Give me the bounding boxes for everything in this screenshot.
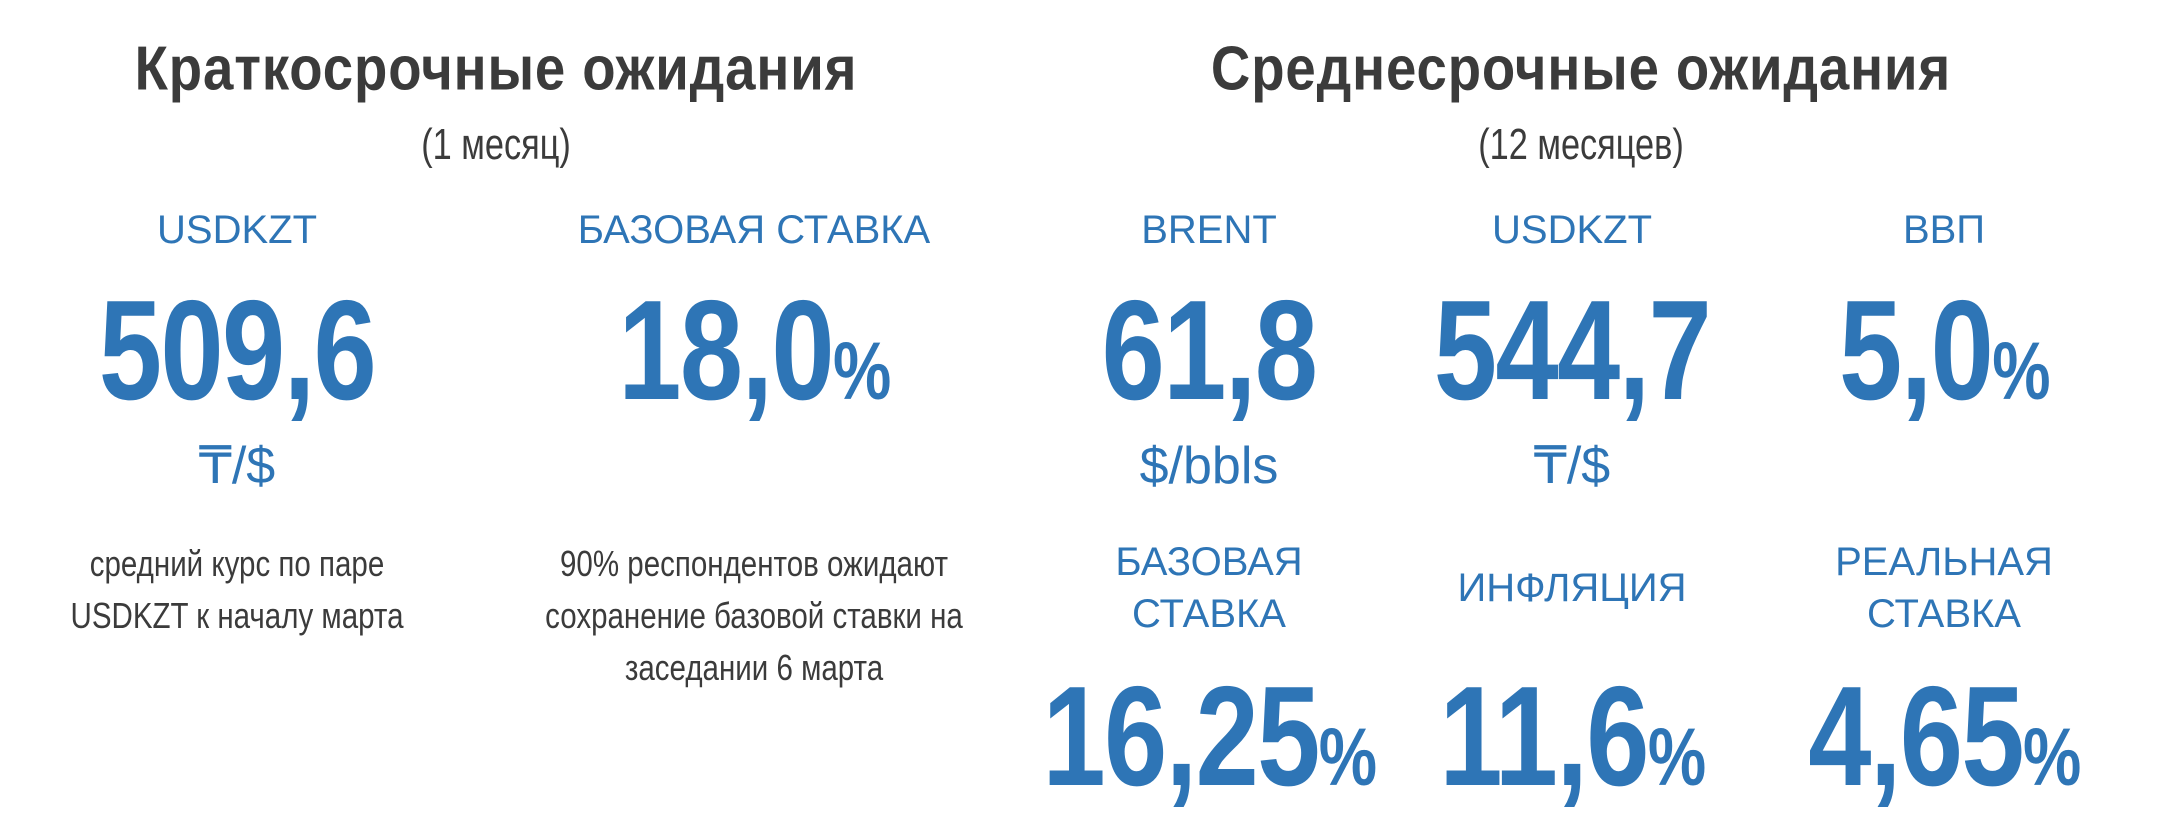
value-suffix: % — [2022, 712, 2081, 803]
section-title: Краткосрочные ожидания — [134, 34, 858, 104]
section-subtitle: (1 месяц) — [421, 120, 571, 169]
value-suffix: % — [1992, 326, 2050, 417]
value-number: 16,25 — [1042, 657, 1320, 816]
item-label: BRENT — [1141, 208, 1277, 252]
note-line: USDKZT к началу марта — [70, 595, 404, 636]
value-suffix: % — [1647, 712, 1706, 803]
item-label: ИНФЛЯЦИЯ — [1457, 566, 1687, 610]
value-suffix: % — [832, 326, 891, 417]
note-line: средний курс по паре — [89, 543, 385, 584]
value-number: 61,8 — [1101, 271, 1318, 430]
item-label: ВВП — [1902, 208, 1986, 252]
item-value: 16,25% — [1042, 655, 1377, 819]
item-label: БАЗОВАЯ СТАВКА — [577, 208, 931, 252]
item-value: 18,0% — [618, 269, 891, 433]
item-note: средний курс по паре USDKZT к началу март… — [70, 538, 403, 642]
item-value: 5,0% — [1839, 269, 2050, 433]
item-value: 11,6% — [1439, 655, 1706, 819]
value-number: 4,65 — [1808, 657, 2024, 816]
value-number: 509,6 — [98, 271, 377, 430]
item-value: 544,7 — [1433, 269, 1712, 433]
section-title: Среднесрочные ожидания — [1210, 34, 1952, 104]
note-line: сохранение базовой ставки на — [545, 595, 963, 636]
note-line: заседании 6 марта — [624, 647, 884, 688]
item-label: USDKZT — [1492, 208, 1652, 252]
section-subtitle: (12 месяцев) — [1478, 120, 1684, 169]
item-value: 4,65% — [1808, 655, 2081, 819]
value-suffix: % — [1318, 712, 1377, 803]
item-label: РЕАЛЬНАЯ СТАВКА — [1835, 540, 2053, 636]
value-number: 5,0 — [1839, 271, 1994, 430]
item-value: 61,8 — [1101, 269, 1318, 433]
item-unit: $/bbls — [1139, 437, 1279, 495]
value-number: 18,0 — [618, 271, 834, 430]
note-line: 90% респондентов ожидают — [559, 543, 948, 584]
item-unit: ₸/$ — [198, 437, 276, 495]
value-number: 11,6 — [1439, 657, 1649, 816]
item-label: USDKZT — [157, 208, 317, 252]
item-value: 509,6 — [98, 269, 377, 433]
item-label: БАЗОВАЯ СТАВКА — [1115, 540, 1303, 636]
value-number: 544,7 — [1433, 271, 1712, 430]
item-unit: ₸/$ — [1533, 437, 1611, 495]
item-note: 90% респондентов ожидают сохранение базов… — [545, 538, 963, 694]
